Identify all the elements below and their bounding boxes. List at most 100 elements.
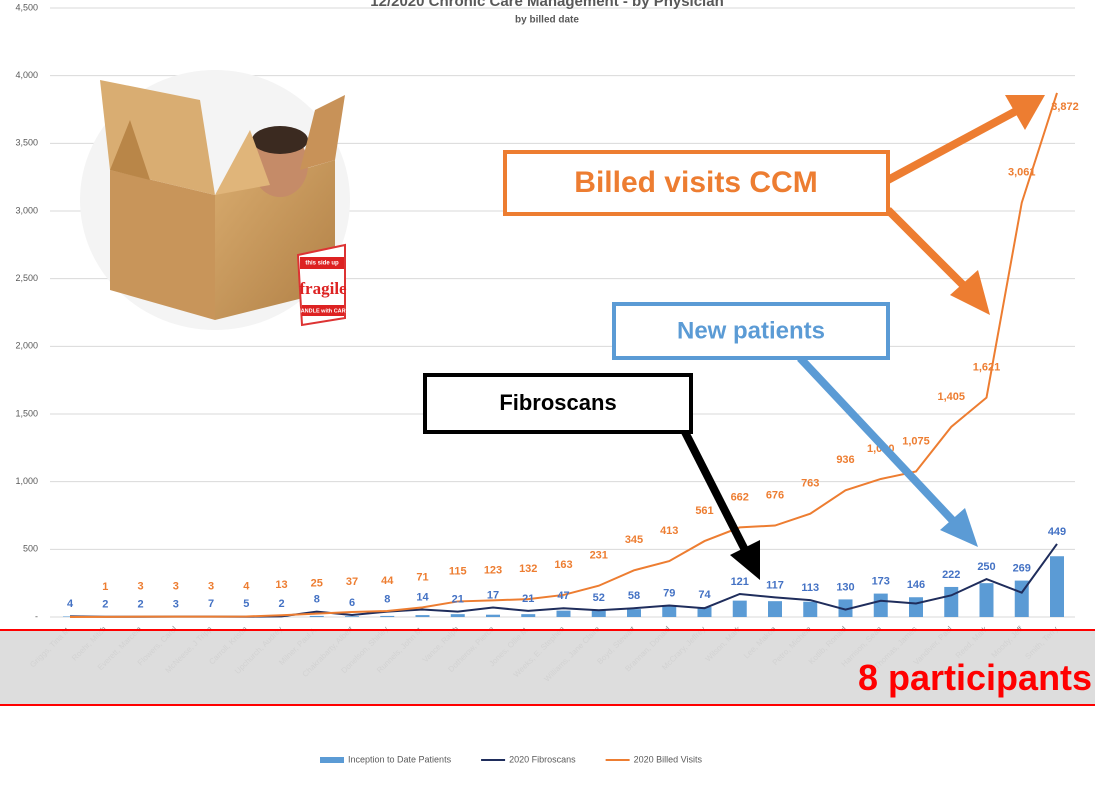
data-label: 14 — [416, 591, 429, 603]
arrow — [886, 106, 1020, 184]
arrows — [681, 95, 1045, 580]
data-label: 79 — [663, 587, 675, 599]
y-tick-label: 4,000 — [15, 70, 38, 80]
legend: Inception to Date Patients 2020 Fibroscan… — [320, 754, 702, 764]
arrow-head — [730, 540, 760, 580]
label-text: HANDLE with CARE — [297, 308, 350, 314]
data-label: 936 — [836, 454, 854, 466]
annotation: Billed visits CCM — [574, 166, 817, 199]
arrow-head — [1005, 95, 1045, 130]
bar — [944, 586, 959, 617]
data-label: 123 — [484, 564, 502, 576]
data-label: 163 — [554, 559, 572, 571]
data-label: 58 — [628, 590, 640, 602]
data-label: 21 — [522, 593, 534, 605]
data-label: 146 — [907, 579, 925, 591]
flap — [300, 95, 345, 170]
chart-title: 12/2020 Chronic Care Management - by Phy… — [370, 0, 723, 10]
legend-label: Inception to Date Patients — [348, 754, 452, 764]
bar — [1014, 580, 1029, 617]
bar — [909, 597, 923, 617]
banner-text: 8 participants — [858, 657, 1092, 698]
banner — [0, 629, 1095, 706]
data-label: 21 — [452, 593, 464, 605]
data-label: 3,872 — [1051, 101, 1079, 113]
data-label: 269 — [1013, 563, 1031, 575]
bar — [415, 615, 430, 617]
data-label: 13 — [275, 579, 287, 591]
data-label: 52 — [593, 592, 605, 604]
data-label: 449 — [1048, 526, 1066, 538]
annotation: New patients — [677, 317, 825, 344]
label-text: this side up — [305, 261, 339, 267]
data-label: 7 — [208, 598, 214, 610]
fragile-band — [300, 257, 344, 269]
arrow-head — [950, 270, 990, 315]
data-label: 3 — [173, 599, 179, 611]
data-label: 2 — [102, 599, 108, 611]
data-label: 231 — [590, 550, 608, 562]
bar — [380, 615, 395, 617]
bar — [873, 593, 888, 617]
data-label: 17 — [487, 589, 499, 601]
arrow — [885, 207, 971, 293]
photo: this side up fragile HANDLE with CARE — [80, 70, 350, 330]
data-label: 676 — [766, 489, 784, 501]
bar — [662, 606, 677, 617]
data-label: 3 — [137, 581, 143, 593]
data-label: 3,061 — [1008, 167, 1036, 179]
data-label: 222 — [942, 569, 960, 581]
arrow — [797, 355, 958, 526]
line — [69, 92, 1058, 618]
data-label: 44 — [381, 575, 394, 587]
bar — [732, 600, 747, 617]
data-label: 47 — [557, 590, 569, 602]
data-label: 250 — [977, 561, 995, 573]
bar — [838, 599, 853, 617]
y-tick-label: 2,500 — [15, 273, 38, 283]
y-tick-label: 3,000 — [15, 205, 38, 215]
data-label: 74 — [698, 589, 711, 601]
y-tick-label: 500 — [23, 544, 38, 554]
hair — [252, 126, 308, 154]
bar — [486, 614, 500, 617]
y-tick-label: 4,500 — [15, 2, 38, 12]
annotation: Fibroscans — [499, 390, 616, 415]
data-label: 25 — [311, 578, 323, 590]
data-label: 132 — [519, 563, 537, 575]
legend-label: 2020 Billed Visits — [634, 754, 703, 764]
data-label: 413 — [660, 525, 678, 537]
bar — [1050, 556, 1064, 617]
bar — [556, 610, 571, 617]
data-label: 1 — [102, 581, 108, 593]
data-label: 345 — [625, 534, 643, 546]
data-label: 662 — [731, 491, 749, 503]
arrow-head — [940, 508, 978, 547]
annotation-box — [503, 150, 890, 216]
data-label: 4 — [67, 598, 74, 610]
data-label: 71 — [416, 571, 428, 583]
arrow — [681, 430, 749, 552]
bar — [591, 609, 606, 617]
data-label: 561 — [695, 505, 713, 517]
y-tick-label: - — [35, 611, 38, 621]
data-label: 5 — [243, 598, 249, 610]
fragile-band — [302, 305, 344, 316]
data-label: 763 — [801, 478, 819, 490]
box-side — [110, 170, 215, 320]
label-text: fragile — [299, 279, 347, 298]
flap — [215, 130, 270, 195]
annotation-box — [423, 373, 693, 434]
data-label: 1,405 — [937, 391, 965, 403]
flap — [110, 120, 150, 180]
data-label: 117 — [766, 579, 784, 591]
legend-swatch — [320, 757, 344, 763]
data-label: 113 — [801, 582, 819, 594]
data-label: 2 — [278, 598, 284, 610]
data-label: 37 — [346, 576, 358, 588]
bar — [450, 614, 465, 617]
bar — [521, 614, 536, 617]
data-label: 4 — [243, 580, 250, 592]
